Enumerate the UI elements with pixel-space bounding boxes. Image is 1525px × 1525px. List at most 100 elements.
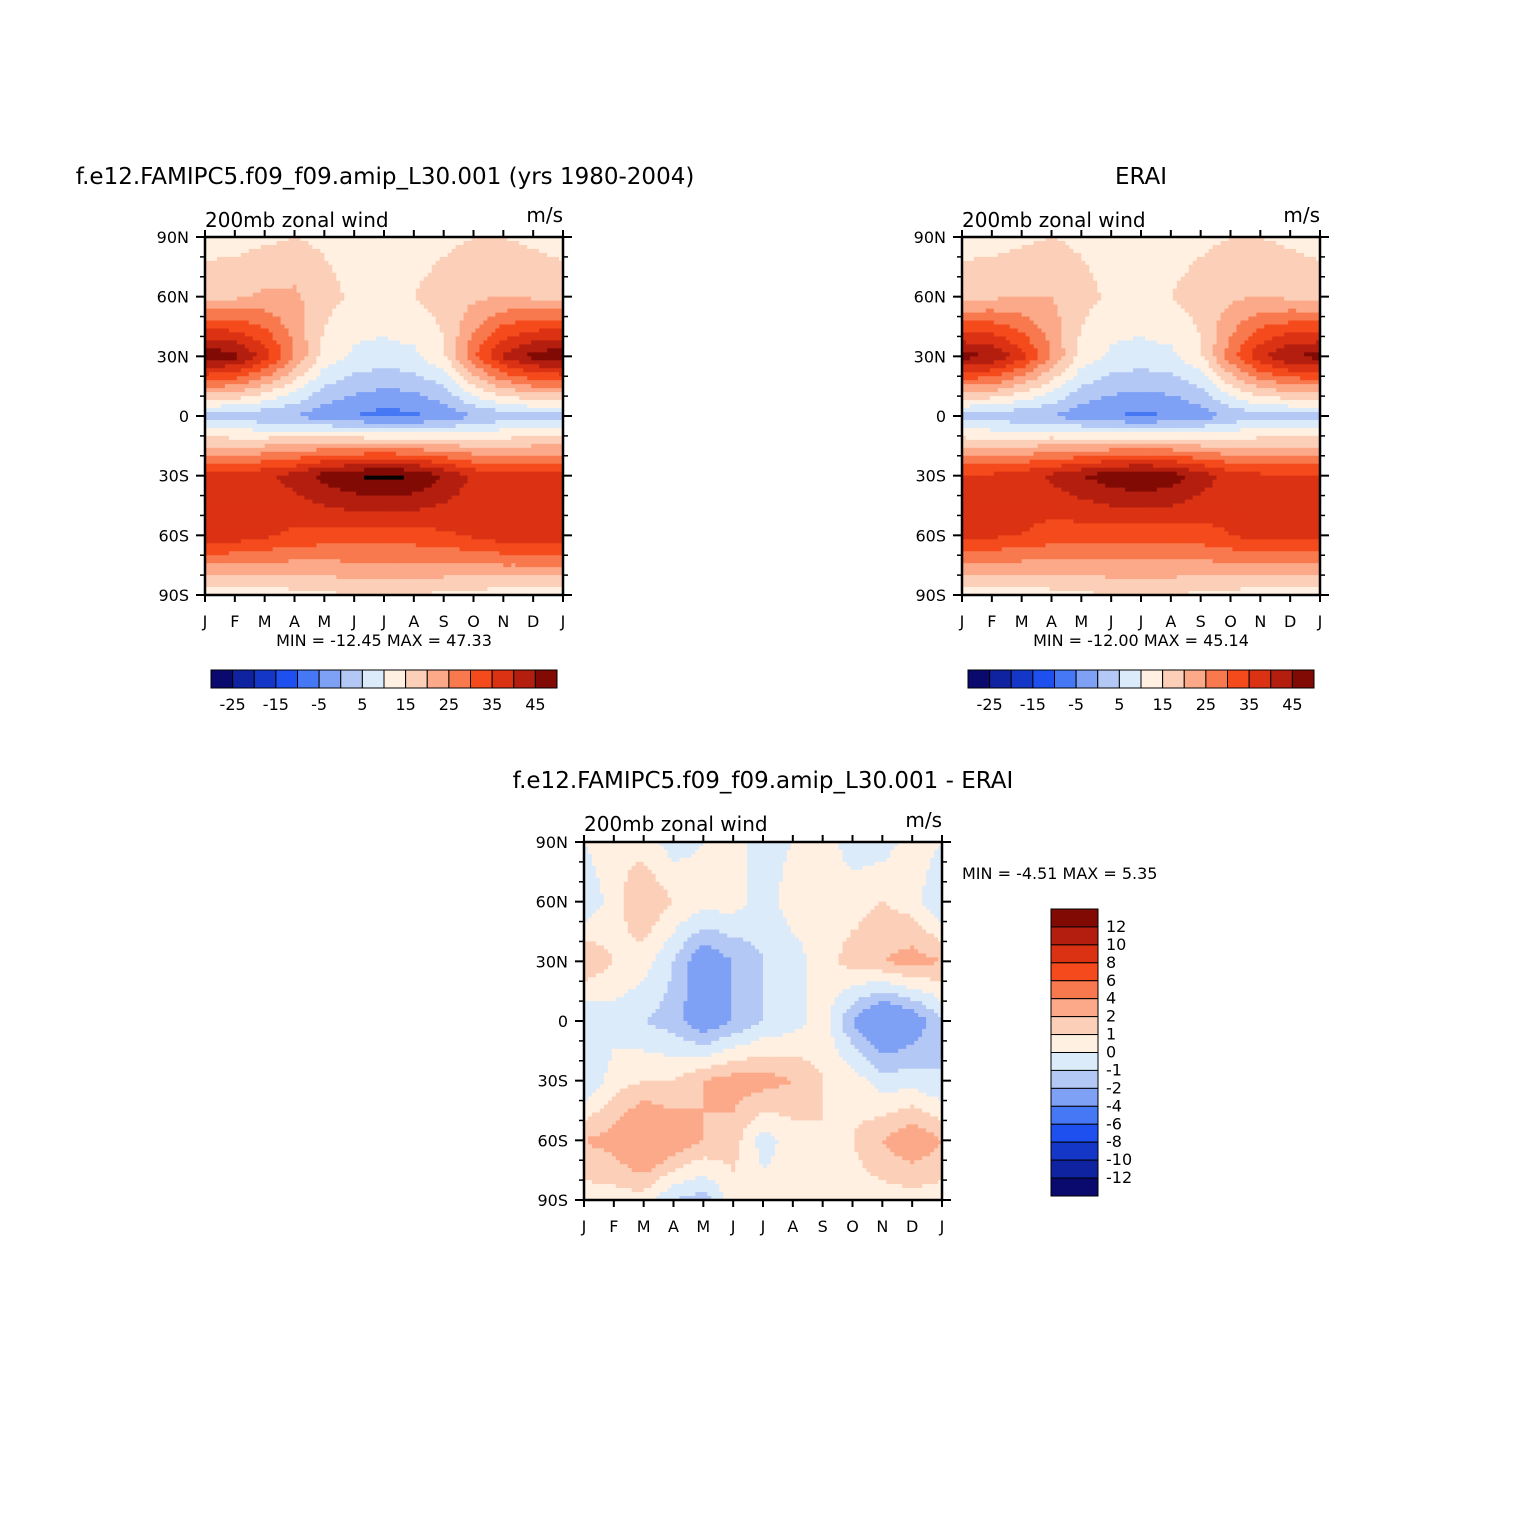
contour-cell [300,439,306,445]
contour-cell [208,256,214,262]
contour-cell [399,356,405,361]
contour-cell [451,431,457,437]
contour-cell [260,384,266,389]
contour-cell [511,439,516,445]
contour-cell [435,344,441,349]
contour-cell [435,372,441,377]
contour-cell [411,292,417,298]
contour-cell [280,336,286,342]
contour-cell [205,268,210,274]
contour-cell [304,396,310,401]
contour-cell [435,352,441,357]
contour-cell [559,268,563,274]
contour-cell [535,320,540,326]
contour-cell [443,416,449,421]
contour-cell [527,276,532,282]
contour-cell [205,392,210,397]
contour-cell [284,312,290,318]
contour-cell [395,360,401,365]
contour-cell [220,237,226,242]
contour-cell [336,443,341,449]
contour-cell [304,260,310,266]
contour-cell [447,348,453,353]
contour-cell [320,352,325,357]
contour-cell [376,380,381,385]
contour-cell [471,264,477,270]
contour-cell [272,356,278,361]
contour-cell [268,364,274,369]
contour-cell [372,408,377,413]
contour-cell [519,419,524,425]
contour-cell [364,280,369,286]
contour-cell [264,348,270,353]
contour-cell [399,296,405,302]
contour-cell [368,348,373,353]
contour-cell [252,276,258,282]
contour-cell [419,344,425,349]
contour-cell [419,412,425,417]
contour-cell [264,412,270,417]
contour-cell [324,348,329,353]
contour-cell [499,431,504,437]
contour-cell [551,431,556,437]
contour-cell [483,423,489,429]
contour-cell [443,252,449,258]
contour-cell [348,320,353,326]
contour-cell [419,264,425,270]
contour-cell [487,312,492,318]
contour-cell [268,388,274,393]
contour-cell [391,384,397,389]
contour-cell [252,380,258,385]
contour-cell [264,308,270,314]
contour-cell [312,348,317,353]
contour-cell [380,376,385,381]
contour-cell [423,447,429,453]
contour-cell [515,400,520,405]
contour-cell [439,427,445,433]
contour-cell [205,284,210,290]
contour-cell [332,312,337,318]
contour-cell [543,237,548,242]
contour-cell [519,344,524,349]
contour-cell [535,260,540,266]
contour-cell [208,284,214,290]
contour-cell [276,276,282,282]
contour-cell [451,272,457,278]
contour-cell [555,252,560,258]
contour-cell [511,248,516,254]
contour-cell [360,364,365,369]
contour-cell [527,332,532,338]
contour-cell [507,348,512,353]
contour-cell [376,408,381,413]
contour-cell [387,296,393,302]
contour-cell [519,384,524,389]
contour-cell [276,308,282,314]
contour-cell [205,252,210,258]
contour-cell [240,292,246,298]
contour-cell [240,408,246,413]
contour-cell [503,412,508,417]
contour-cell [443,451,449,457]
contour-cell [547,408,552,413]
contour-cell [403,435,409,441]
contour-cell [240,384,246,389]
contour-cell [236,427,242,433]
contour-cell [467,348,473,353]
contour-cell [316,272,321,278]
contour-cell [244,400,250,405]
contour-cell [332,316,337,322]
contour-cell [324,292,329,298]
contour-cell [208,368,214,373]
contour-cell [288,256,294,262]
contour-cell [455,252,461,258]
contour-cell [208,312,214,318]
contour-cell [507,248,512,254]
contour-cell [523,392,528,397]
contour-cell [519,336,524,342]
contour-cell [415,396,421,401]
contour-cell [216,408,222,413]
contour-cell [312,332,317,338]
contour-cell [288,264,294,270]
contour-cell [292,388,298,393]
contour-cell [216,324,222,330]
